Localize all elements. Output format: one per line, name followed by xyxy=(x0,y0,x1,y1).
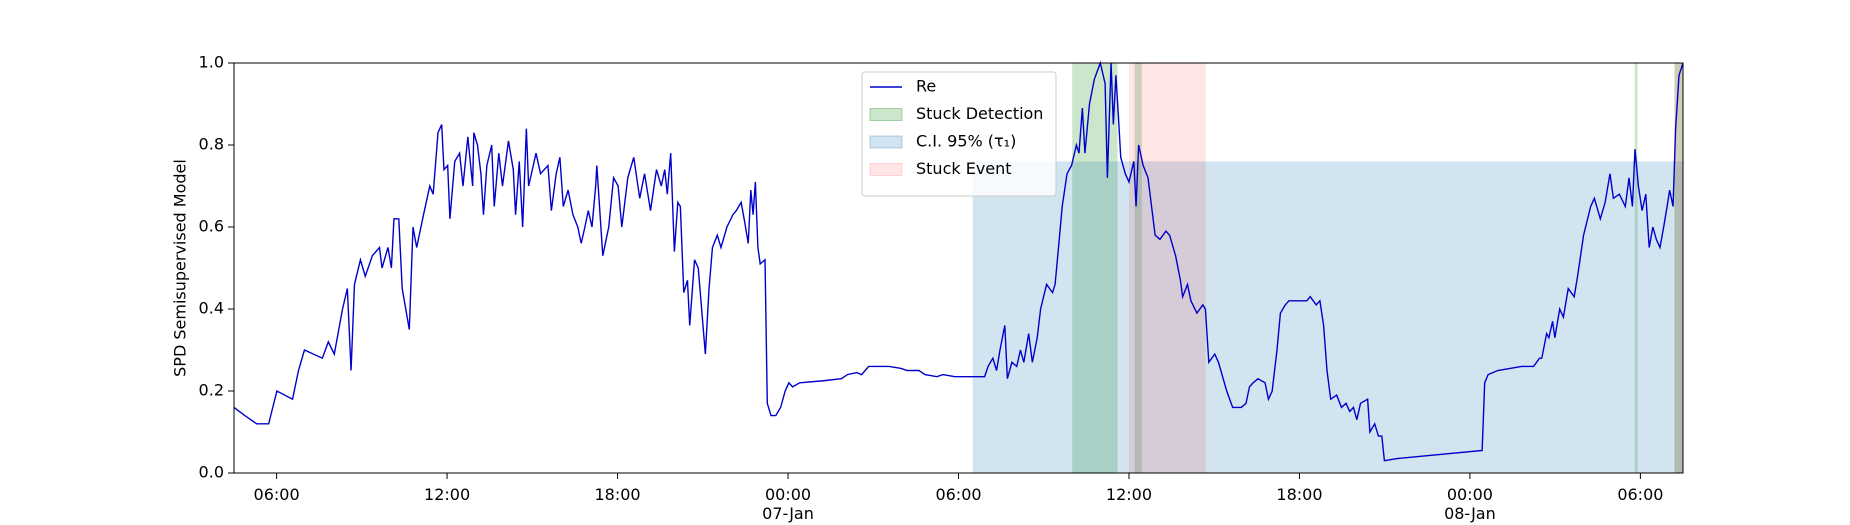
y-tick-label: 0.2 xyxy=(199,381,224,400)
region-span xyxy=(1128,63,1206,473)
y-tick-label: 0.6 xyxy=(199,217,224,236)
region-span xyxy=(972,161,1683,473)
x-tick-label: 00:00 08-Jan xyxy=(1444,485,1496,523)
x-tick-label: 18:00 xyxy=(594,485,641,504)
y-tick-label: 0.0 xyxy=(199,463,224,482)
y-tick-label: 0.4 xyxy=(199,299,224,318)
legend-label: Stuck Event xyxy=(916,159,1012,178)
x-tick-label: 06:00 xyxy=(935,485,982,504)
data-line xyxy=(233,60,1684,462)
y-tick-label: 1.0 xyxy=(199,53,224,72)
y-tick-label: 0.8 xyxy=(199,135,224,154)
x-tick-label: 12:00 xyxy=(424,485,471,504)
legend-patch xyxy=(869,163,903,176)
legend-label: C.I. 95% (τ₁) xyxy=(916,132,1016,151)
legend-patch xyxy=(869,108,903,121)
legend-label: Re xyxy=(916,77,936,96)
region-span xyxy=(1072,63,1118,473)
region-span xyxy=(1674,63,1683,473)
region-span xyxy=(1674,63,1683,473)
x-tick-label: 18:00 xyxy=(1276,485,1323,504)
x-tick-label: 06:00 xyxy=(253,485,300,504)
x-tick-label: 12:00 xyxy=(1105,485,1153,504)
y-axis-label: SPD Semisupervised Model xyxy=(171,159,190,377)
legend-patch xyxy=(869,135,903,149)
legend-box xyxy=(861,71,1057,197)
x-tick-label: 00:00 07-Jan 1900 xyxy=(762,485,814,525)
legend-label: Stuck Detection xyxy=(916,104,1043,123)
region-span xyxy=(1134,63,1142,473)
region-span xyxy=(1634,63,1638,473)
x-tick-label: 06:00 xyxy=(1617,485,1664,504)
